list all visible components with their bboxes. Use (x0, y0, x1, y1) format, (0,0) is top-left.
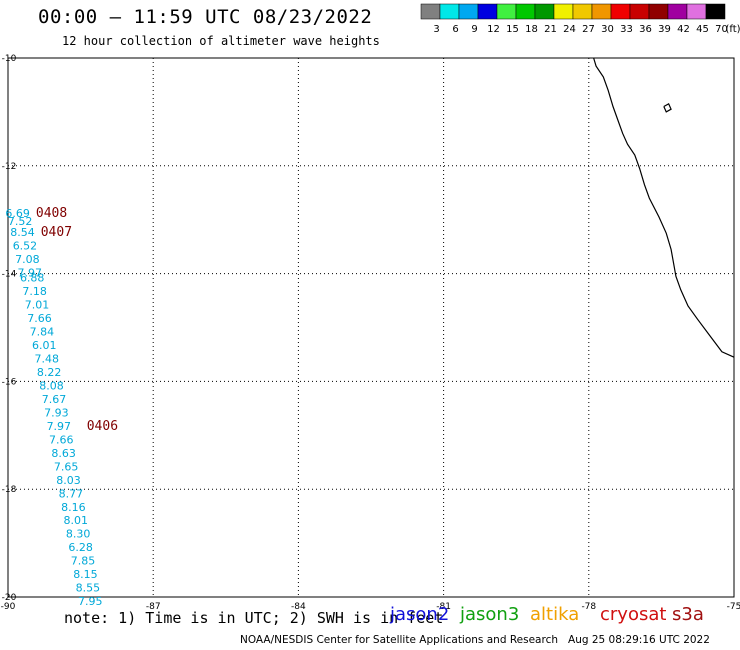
wave-height-label: 7.66 (27, 312, 52, 325)
legend-label-24: 24 (563, 24, 576, 35)
legend-label-36: 36 (639, 24, 652, 35)
legend-label-21: 21 (544, 24, 557, 35)
lat-tick-label: -20 (2, 593, 17, 603)
map-frame (7, 57, 735, 598)
map-subtitle: 12 hour collection of altimeter wave hei… (62, 34, 380, 48)
utc-time-label: 0407 (41, 225, 72, 240)
wave-height-label: 7.67 (42, 393, 67, 406)
wave-height-label: 7.65 (54, 460, 79, 473)
wave-height-color-legend: 3 6 9 12 15 18 21 24 27 30 33 36 39 42 45 70(ft) (420, 3, 740, 35)
lat-tick-label: -18 (2, 485, 17, 495)
wave-height-label: 6.01 (32, 339, 57, 352)
wave-height-label: 6.28 (68, 541, 93, 554)
wave-height-label: 7.97 (18, 266, 43, 279)
wave-height-label: 6.88 (20, 272, 45, 285)
wave-height-label: 7.48 (34, 353, 59, 366)
wave-height-label: 6.69 (5, 207, 30, 220)
wave-height-label: 8.22 (37, 366, 62, 379)
legend-label-30: 30 (601, 24, 614, 35)
lon-tick-label: -81 (436, 602, 451, 612)
legend-label-15: 15 (506, 24, 519, 35)
legend-label-27: 27 (582, 24, 595, 35)
legend-label-12: 12 (487, 24, 500, 35)
wave-height-label: 7.97 (47, 420, 72, 433)
lon-tick-label: -75 (727, 602, 740, 612)
lon-tick-label: -78 (581, 602, 596, 612)
lat-tick-label: -16 (2, 377, 17, 387)
lat-tick-label: -10 (2, 54, 17, 64)
notes-text: note: 1) Time is in UTC; 2) SWH is in fe… (64, 609, 444, 627)
wave-height-label: 7.85 (71, 555, 96, 568)
wave-height-label: 7.01 (25, 299, 50, 312)
legend-label-70: 70 (715, 24, 728, 35)
wave-height-label: 8.16 (61, 501, 86, 514)
wave-height-label: 7.84 (30, 326, 55, 339)
legend-swatch-70 (705, 3, 726, 20)
coastline (593, 57, 735, 358)
legend-unit: (ft) (725, 24, 740, 35)
utc-time-label: 0406 (87, 419, 118, 434)
lon-tick-label: -87 (146, 602, 161, 612)
wave-height-label: 8.15 (73, 568, 98, 581)
wave-height-label: 6.52 (13, 239, 38, 252)
wave-height-label: 8.08 (39, 379, 64, 392)
legend-label-6: 6 (452, 24, 458, 35)
map-title: 00:00 – 11:59 UTC 08/23/2022 (38, 6, 373, 28)
wave-height-label: 7.52 (8, 215, 33, 228)
island-outline (663, 102, 672, 113)
wave-height-label: 7.93 (44, 406, 69, 419)
satellite-label-cryosat: cryosat (600, 604, 667, 625)
satellite-label-altika: altika (530, 604, 580, 625)
lat-tick-label: -14 (2, 270, 17, 280)
wave-height-label: 8.03 (56, 474, 81, 487)
wave-height-label: 7.95 (78, 595, 103, 608)
legend-label-18: 18 (525, 24, 538, 35)
credits-footer: NOAA/NESDIS Center for Satellite Applica… (240, 634, 710, 646)
utc-time-label: 0408 (36, 206, 67, 221)
legend-label-39: 39 (658, 24, 671, 35)
legend-label-33: 33 (620, 24, 633, 35)
lat-tick-label: -12 (2, 162, 17, 172)
wave-height-label: 8.01 (64, 514, 89, 527)
wave-height-label: 8.77 (59, 487, 84, 500)
satellite-label-jason3: jason3 (460, 604, 520, 625)
wave-height-label: 7.66 (49, 433, 74, 446)
wave-height-label: 8.63 (51, 447, 76, 460)
legend-label-42: 42 (677, 24, 690, 35)
legend-label-45: 45 (696, 24, 709, 35)
legend-label-3: 3 (433, 24, 439, 35)
wave-height-label: 8.54 (10, 226, 35, 239)
satellite-label-s3a: s3a (672, 604, 704, 625)
satellite-label-jason2: jason2 (390, 604, 450, 625)
legend-label-9: 9 (471, 24, 477, 35)
wave-height-label: 7.08 (15, 253, 40, 266)
wave-height-label: 8.55 (76, 582, 101, 595)
wave-height-label: 7.18 (22, 285, 47, 298)
lon-tick-label: -84 (291, 602, 306, 612)
wave-height-label: 8.30 (66, 528, 91, 541)
lon-tick-label: -90 (1, 602, 16, 612)
